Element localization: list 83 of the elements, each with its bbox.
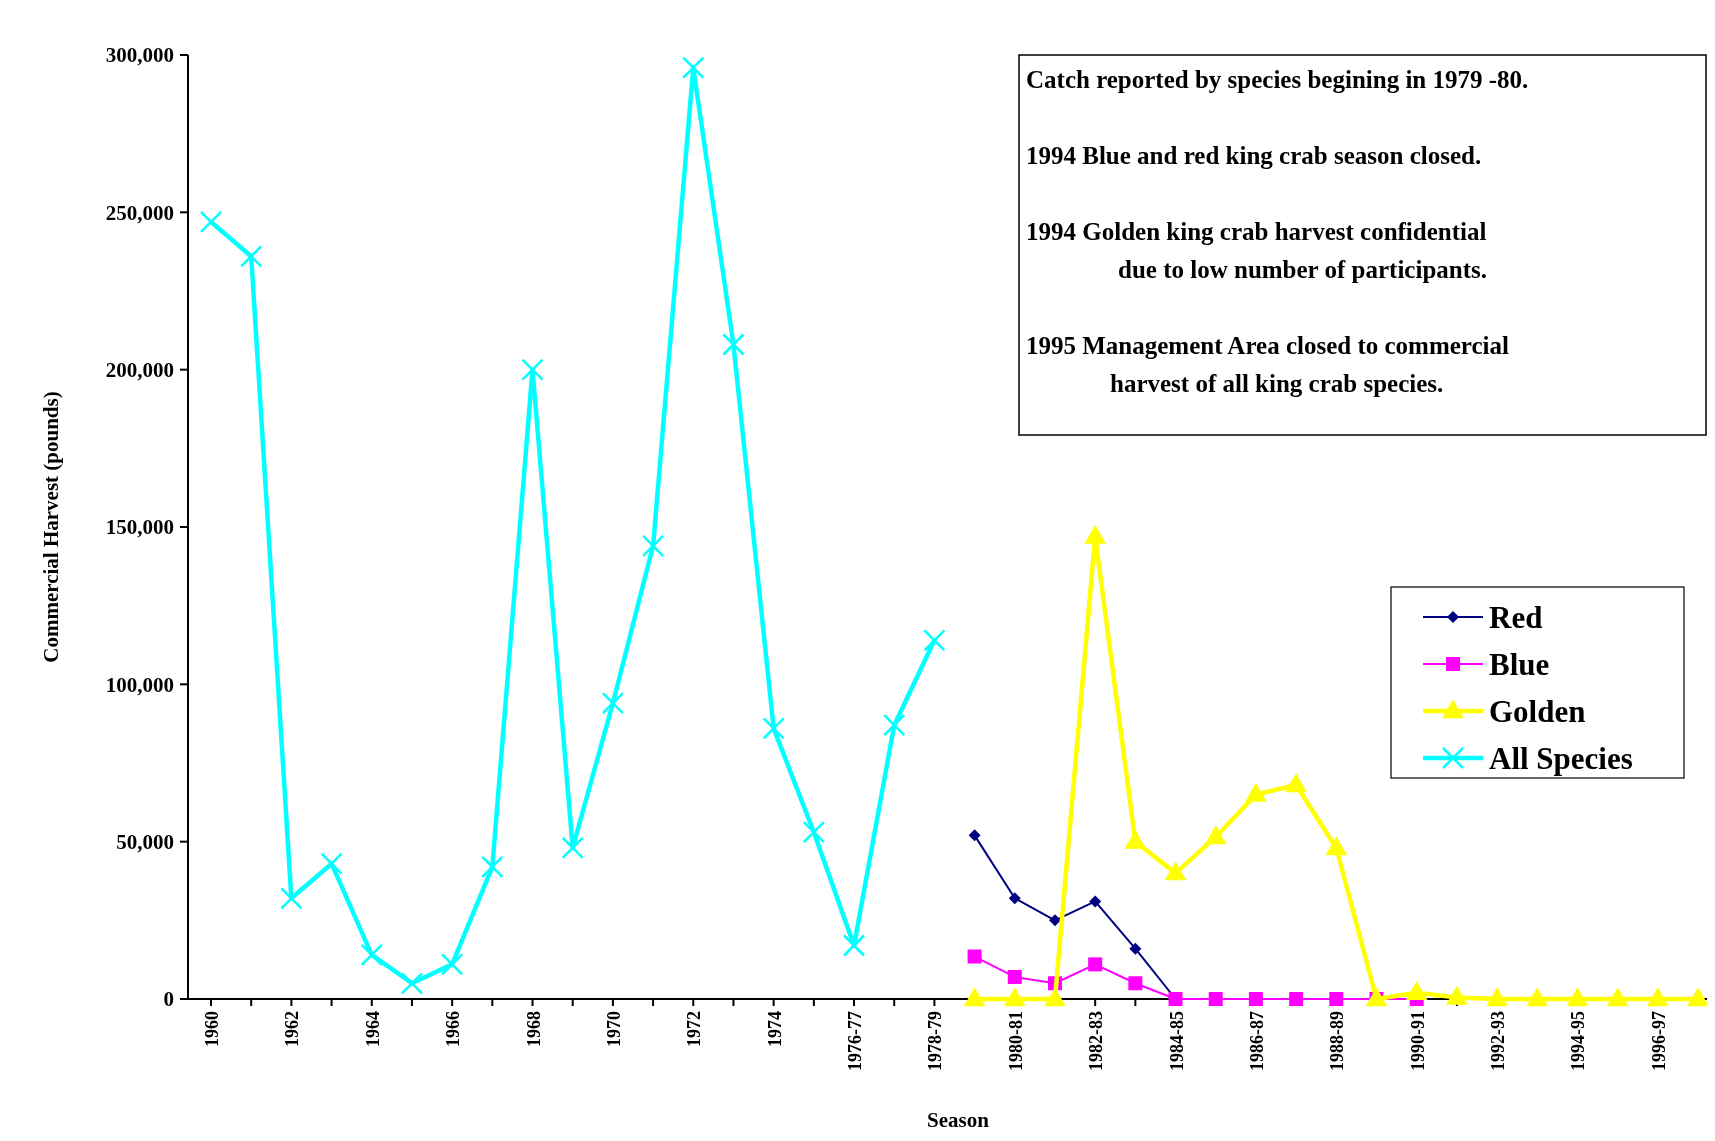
legend-label: Red xyxy=(1489,600,1543,635)
point xyxy=(802,820,826,844)
x-tick-label: 1996-97 xyxy=(1648,1011,1669,1071)
point xyxy=(762,717,785,740)
point xyxy=(199,210,223,234)
point xyxy=(1486,987,1508,1007)
x-tick-label: 1968 xyxy=(523,1011,544,1047)
x-tick-label: 1974 xyxy=(764,1011,785,1047)
point xyxy=(963,987,986,1007)
x-tick-label: 1988-89 xyxy=(1327,1011,1348,1071)
x-tick-label: 1986-87 xyxy=(1246,1011,1267,1071)
point xyxy=(1606,987,1629,1007)
point xyxy=(239,245,263,268)
y-tick-label: 250,000 xyxy=(105,200,174,225)
point xyxy=(682,56,705,79)
point xyxy=(1566,987,1589,1007)
point xyxy=(1129,942,1142,955)
x-tick-label: 1962 xyxy=(282,1011,303,1047)
x-tick-label: 1982-83 xyxy=(1086,1011,1107,1071)
x-tick-label: 1992-93 xyxy=(1488,1011,1509,1071)
point xyxy=(923,629,946,652)
point xyxy=(1088,957,1103,972)
point xyxy=(601,691,625,715)
point xyxy=(1285,773,1307,793)
point xyxy=(561,836,584,860)
point xyxy=(882,713,906,737)
y-tick-label: 0 xyxy=(163,987,174,1012)
y-tick-label: 150,000 xyxy=(105,515,174,540)
point xyxy=(1008,892,1021,905)
point xyxy=(967,949,982,964)
annotation: 1994 Golden king crab harvest confidential due to low number of participants. xyxy=(1026,218,1488,283)
annotation: 1994 Blue and red king crab season closed. xyxy=(1026,142,1482,169)
legend-label: Golden xyxy=(1489,694,1586,729)
x-tick-label: 1990-91 xyxy=(1407,1011,1428,1071)
legend-label: Blue xyxy=(1489,647,1550,682)
point xyxy=(641,534,665,558)
y-axis-title: Commercial Harvest (pounds) xyxy=(39,391,63,663)
point xyxy=(722,333,745,356)
point xyxy=(481,855,504,879)
point xyxy=(1204,825,1227,845)
point xyxy=(842,934,866,957)
y-tick-label: 300,000 xyxy=(105,43,174,68)
point xyxy=(521,358,544,381)
x-tick-label: 1994-95 xyxy=(1568,1011,1589,1071)
point xyxy=(1325,836,1348,856)
x-tick-label: 1978-79 xyxy=(925,1011,946,1071)
point xyxy=(440,953,464,976)
point xyxy=(400,972,424,995)
point xyxy=(1526,987,1549,1007)
point xyxy=(968,829,981,842)
point xyxy=(1044,987,1066,1007)
point xyxy=(320,852,343,875)
x-tick-label: 1980-81 xyxy=(1005,1011,1026,1071)
x-tick-label: 1970 xyxy=(603,1011,624,1047)
point xyxy=(1007,969,1022,984)
annotation: 1995 Management Area closed to commercial harvest of all king crab species. xyxy=(1026,332,1510,397)
point xyxy=(1003,987,1026,1007)
point xyxy=(1647,987,1669,1007)
x-tick-label: 1966 xyxy=(443,1011,464,1047)
point xyxy=(1248,992,1263,1006)
point xyxy=(1405,981,1428,1000)
point xyxy=(360,943,384,967)
y-tick-label: 50,000 xyxy=(116,830,174,855)
y-tick-label: 100,000 xyxy=(105,672,174,697)
point xyxy=(1446,985,1468,1005)
x-tick-label: 1972 xyxy=(684,1011,705,1047)
x-tick-label: 1964 xyxy=(362,1011,383,1047)
point xyxy=(1245,782,1267,802)
point xyxy=(1048,914,1061,927)
y-tick-label: 200,000 xyxy=(105,358,174,383)
legend-label: All Species xyxy=(1489,741,1633,776)
point xyxy=(280,887,303,910)
point xyxy=(1128,976,1143,991)
x-tick-label: 1976-77 xyxy=(845,1011,866,1071)
x-tick-label: 1984-85 xyxy=(1166,1011,1187,1071)
point xyxy=(1365,987,1388,1007)
point xyxy=(1289,992,1304,1006)
x-axis-title: Season xyxy=(927,1108,990,1132)
point xyxy=(1089,895,1102,908)
point xyxy=(1164,861,1187,881)
point xyxy=(1329,992,1344,1006)
x-tick-label: 1960 xyxy=(202,1011,222,1047)
annotation: Catch reported by species begining in 1979 -80. xyxy=(1026,66,1529,93)
